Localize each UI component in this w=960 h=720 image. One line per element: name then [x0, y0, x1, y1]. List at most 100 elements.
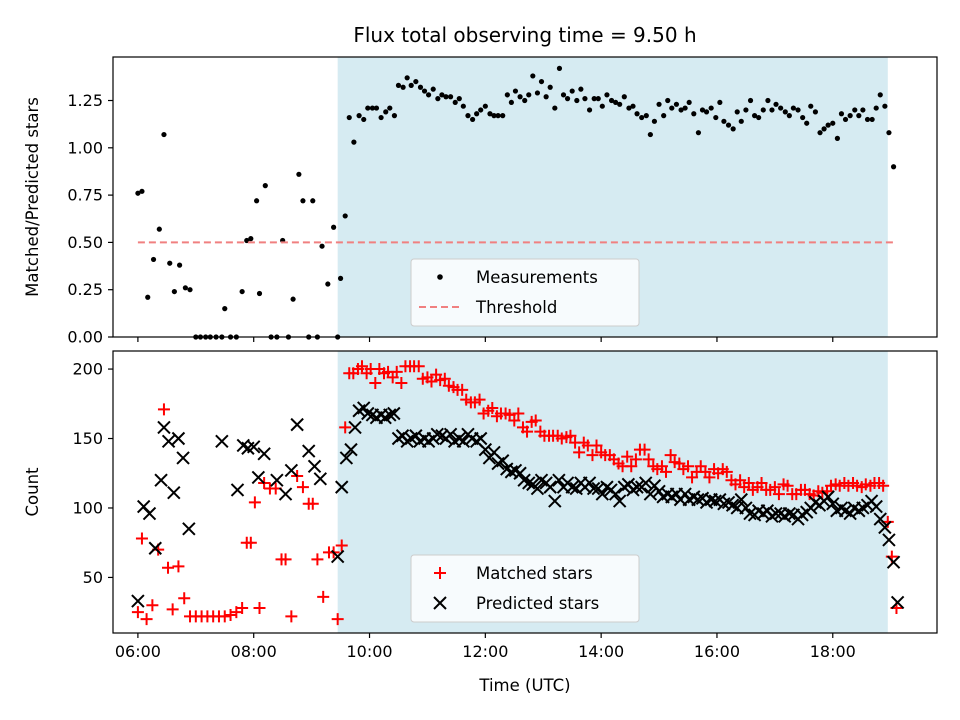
matched-stars-point — [296, 481, 309, 494]
measurement-point — [608, 97, 615, 104]
measurement-point — [254, 198, 260, 204]
measurement-point — [582, 96, 588, 102]
predicted-stars-point — [182, 522, 196, 536]
measurement-point — [161, 131, 167, 138]
matched-stars-point — [131, 606, 144, 619]
measurement-point — [239, 288, 245, 295]
measurement-point — [778, 105, 784, 111]
measurement-point — [595, 96, 601, 102]
measurement-point — [182, 285, 188, 291]
predicted-stars-point — [284, 463, 299, 478]
predicted-stars-point — [495, 454, 510, 468]
predicted-stars-point — [270, 473, 284, 487]
predicted-stars-point — [734, 492, 748, 507]
measurement-point — [591, 96, 597, 102]
measurement-point — [430, 86, 436, 92]
bottom-y-axis-label: Count — [23, 467, 42, 517]
measurement-point — [621, 94, 627, 100]
matched-stars-point — [456, 383, 469, 396]
measurement-point — [886, 130, 892, 136]
measurement-point — [373, 105, 380, 111]
measurement-point — [417, 84, 424, 90]
measurement-point — [504, 92, 510, 98]
measurement-point — [838, 111, 845, 117]
matched-stars-point — [486, 401, 499, 414]
matched-stars-point — [755, 476, 768, 489]
predicted-stars-point — [230, 483, 245, 497]
measurement-point — [747, 97, 754, 104]
x-tick-label: 18:00 — [810, 642, 856, 661]
matched-stars-point — [157, 403, 170, 416]
bottom-legend-box — [410, 554, 640, 623]
predicted-stars-point — [543, 480, 557, 494]
measurement-point — [383, 109, 389, 115]
measurement-point — [145, 294, 151, 300]
measurement-point — [443, 94, 449, 100]
measurement-point — [769, 107, 775, 113]
bottom-y-tick-label: 150 — [72, 429, 103, 448]
measurement-point — [474, 111, 480, 117]
matched-stars-point — [162, 561, 175, 574]
measurement-point — [290, 296, 296, 302]
measurement-point — [222, 306, 228, 312]
measurements-legend-marker — [437, 274, 443, 280]
matched-stars-point — [521, 425, 534, 438]
measurement-point — [491, 113, 497, 119]
measurement-point — [543, 94, 549, 100]
predicted-stars-point — [257, 447, 271, 461]
predicted-stars-point — [639, 476, 653, 490]
measurement-point — [487, 111, 493, 117]
measurement-point — [691, 111, 697, 117]
measurement-point — [656, 101, 662, 107]
matched-stars-point — [236, 601, 249, 614]
predicted-stars-point — [131, 594, 145, 608]
matched-stars-point — [390, 365, 403, 378]
predicted-stars-point — [873, 512, 887, 526]
predicted-stars-point — [691, 492, 705, 507]
measurement-point — [447, 94, 454, 100]
measurement-point — [460, 103, 466, 109]
measurement-point — [346, 114, 352, 121]
measurement-point — [310, 198, 316, 204]
measurement-point — [743, 107, 749, 113]
matched-stars-point — [703, 471, 716, 484]
measurement-point — [604, 92, 610, 98]
measurement-point — [150, 256, 157, 263]
predicted-stars-point — [630, 480, 644, 494]
top-legend-box — [410, 258, 640, 327]
predicted-stars-point — [215, 434, 229, 449]
measurement-point — [686, 99, 692, 106]
predicted-stars-point — [678, 487, 692, 501]
measurement-point — [773, 101, 779, 107]
predicted-stars-point — [142, 506, 157, 521]
predicted-stars-point — [171, 431, 186, 446]
measurement-point — [325, 281, 331, 287]
x-axis-label: Time (UTC) — [478, 676, 570, 695]
matched-stars-point — [590, 439, 603, 452]
measurement-point — [800, 114, 806, 121]
measurement-point — [569, 88, 575, 94]
measurement-point — [365, 105, 371, 111]
matched-stars-point — [660, 465, 673, 478]
measurement-point — [337, 275, 344, 281]
measurement-point — [135, 190, 141, 196]
bottom-y-tick-label: 50 — [83, 568, 103, 587]
measurement-point — [651, 118, 658, 124]
measurement-point — [812, 109, 818, 115]
measurement-point — [790, 105, 796, 111]
predicted-stars-point — [582, 476, 597, 490]
predicted-stars-point — [769, 506, 783, 521]
measurement-point — [782, 109, 788, 115]
measurement-point — [522, 97, 528, 104]
chart-title: Flux total observing time = 9.50 h — [353, 23, 696, 47]
predicted-stars-point — [843, 506, 857, 521]
predicted-stars-point — [290, 417, 304, 432]
matched-stars-point — [178, 592, 191, 605]
measurement-point — [864, 116, 871, 123]
matched-stars-point — [331, 613, 344, 626]
bottom-panel: 06:00 08:00 10:00 12:00 14:00 16:00 18:00 50 100… — [23, 350, 938, 695]
predicted-stars-point — [330, 549, 345, 564]
predicted-stars-point — [652, 484, 666, 499]
matched-stars-legend-label: Matched stars — [476, 564, 593, 583]
matched-stars-point — [508, 414, 521, 427]
